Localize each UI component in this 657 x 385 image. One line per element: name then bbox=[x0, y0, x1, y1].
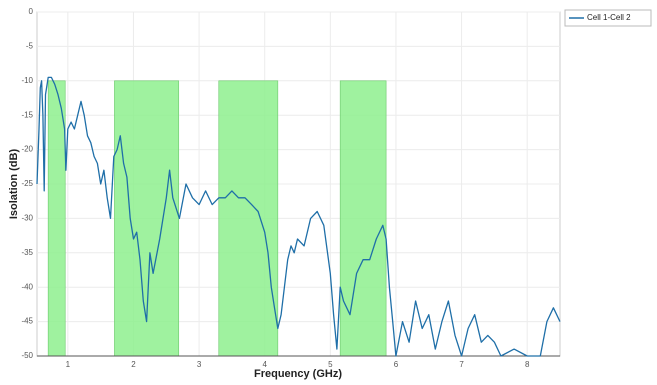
x-tick-label: 8 bbox=[525, 360, 530, 369]
x-tick-label: 3 bbox=[197, 360, 202, 369]
x-tick-label: 1 bbox=[66, 360, 71, 369]
y-tick-label: -40 bbox=[21, 282, 33, 291]
x-tick-label: 6 bbox=[394, 360, 399, 369]
y-axis-label: Isolation (dB) bbox=[8, 149, 20, 220]
x-tick-label: 7 bbox=[459, 360, 464, 369]
y-tick-label: -30 bbox=[21, 214, 33, 223]
series-line bbox=[36, 76, 561, 357]
y-tick-label: -50 bbox=[21, 351, 33, 360]
frequency-band bbox=[218, 80, 279, 357]
x-tick-label: 2 bbox=[131, 360, 136, 369]
x-tick-label: 4 bbox=[262, 360, 267, 369]
x-tick-label: 5 bbox=[328, 360, 333, 369]
legend-label: Cell 1-Cell 2 bbox=[587, 13, 631, 22]
y-tick-label: -5 bbox=[26, 42, 34, 51]
y-tick-label: -20 bbox=[21, 145, 33, 154]
y-tick-label: 0 bbox=[29, 7, 34, 16]
y-tick-label: -15 bbox=[21, 110, 33, 119]
y-tick-label: -35 bbox=[21, 248, 33, 257]
legend-box bbox=[564, 9, 652, 27]
frequency-band bbox=[339, 80, 387, 357]
x-axis-label: Frequency (GHz) bbox=[254, 368, 342, 380]
y-tick-label: -10 bbox=[21, 76, 33, 85]
y-tick-label: -45 bbox=[21, 317, 33, 326]
y-tick-label: -25 bbox=[21, 179, 33, 188]
frequency-band bbox=[47, 80, 66, 357]
